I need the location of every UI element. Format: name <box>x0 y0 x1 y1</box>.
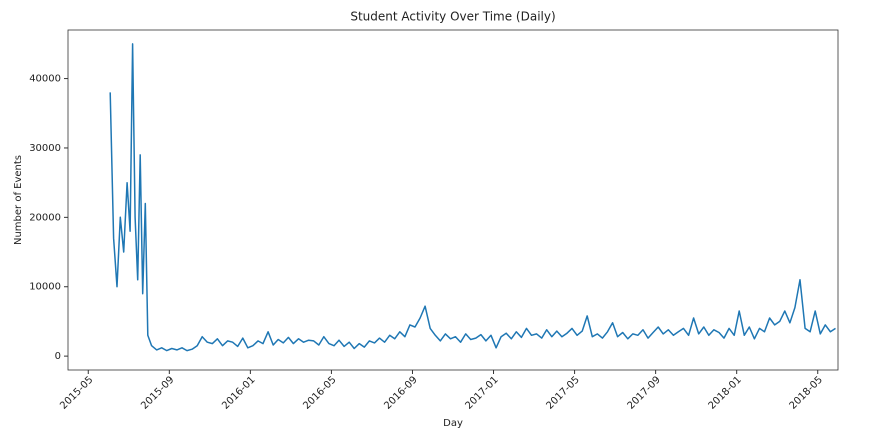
x-tick-label: 2016-05 <box>301 374 338 411</box>
x-tick-label: 2016-09 <box>382 374 419 411</box>
x-tick-label: 2016-01 <box>220 374 257 411</box>
y-tick-label: 20000 <box>29 212 61 223</box>
y-tick-label: 10000 <box>29 282 61 293</box>
y-tick-label: 30000 <box>29 143 61 154</box>
x-axis-label: Day <box>443 418 463 428</box>
x-tick-label: 2017-09 <box>626 374 663 411</box>
x-tick-label: 2018-05 <box>788 374 825 411</box>
x-tick-label: 2015-09 <box>139 374 176 411</box>
chart-title: Student Activity Over Time (Daily) <box>350 10 555 24</box>
x-tick-label: 2017-05 <box>544 374 581 411</box>
series-line <box>109 43 836 352</box>
plot-frame <box>67 29 839 371</box>
y-tick-label: 40000 <box>29 74 61 85</box>
x-tick-label: 2015-05 <box>58 374 95 411</box>
y-tick-label: 0 <box>55 351 61 362</box>
x-tick-label: 2017-01 <box>463 374 500 411</box>
x-tick-label: 2018-01 <box>707 374 744 411</box>
y-axis-label: Number of Events <box>13 155 24 245</box>
